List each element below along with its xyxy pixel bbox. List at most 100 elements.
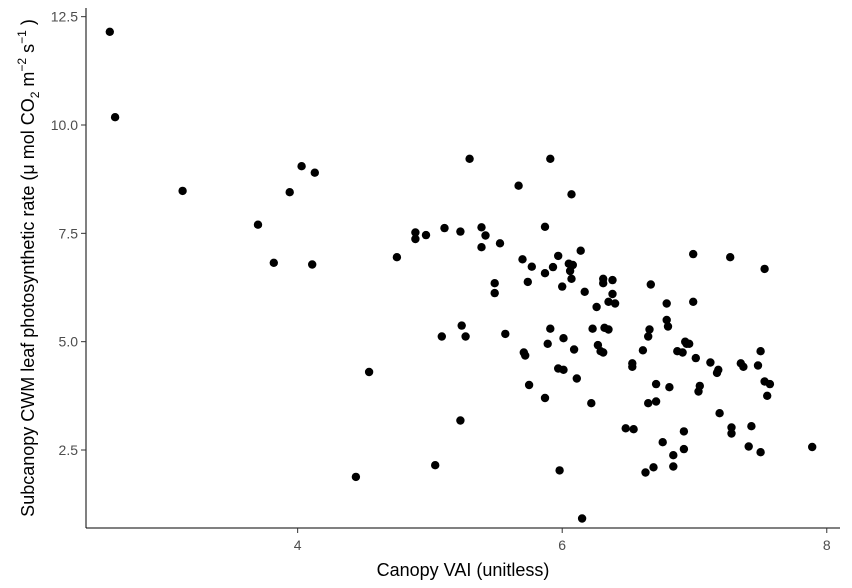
data-point-76: [628, 362, 637, 371]
data-point-78: [638, 346, 648, 355]
data-point-66: [599, 279, 608, 288]
data-point-90: [663, 322, 673, 331]
data-point-108: [714, 365, 723, 374]
data-point-53: [567, 274, 576, 283]
data-point-60: [587, 399, 596, 408]
data-point-37: [540, 269, 550, 278]
y-tick-label: 12.5: [51, 9, 78, 25]
y-axis-title-m: m: [18, 72, 38, 92]
data-point-17: [440, 223, 449, 233]
data-point-33: [521, 351, 530, 360]
data-point-29: [501, 329, 510, 339]
data-point-39: [540, 393, 550, 403]
data-point-1: [110, 113, 120, 122]
data-point-5: [285, 188, 294, 197]
data-point-26: [490, 279, 499, 288]
data-point-101: [689, 249, 698, 259]
data-point-61: [588, 324, 597, 333]
data-point-47: [558, 282, 567, 291]
data-point-85: [651, 379, 661, 389]
axes: [85, 8, 840, 529]
data-point-31: [518, 255, 527, 264]
data-point-58: [577, 514, 587, 523]
data-point-86: [651, 397, 661, 406]
data-point-59: [580, 287, 589, 296]
data-point-6: [297, 162, 306, 171]
data-point-40: [543, 339, 552, 348]
data-point-81: [644, 332, 653, 341]
data-point-52: [567, 190, 576, 199]
data-point-70: [604, 325, 613, 334]
data-point-34: [523, 277, 532, 287]
data-point-48: [559, 365, 568, 374]
data-point-24: [477, 243, 486, 252]
data-point-71: [608, 275, 617, 285]
data-point-56: [572, 374, 581, 383]
data-point-38: [540, 222, 550, 231]
data-point-112: [727, 429, 736, 438]
points-layer: [105, 27, 817, 523]
data-point-87: [658, 438, 667, 447]
y-axis-title: Subcanopy CWM leaf photosynthetic rate (…: [15, 19, 42, 517]
y-tick-label: 10.0: [51, 117, 78, 133]
data-point-91: [665, 383, 674, 392]
data-point-73: [610, 299, 620, 308]
data-point-109: [715, 409, 724, 418]
y-axis-title-subscript: 2: [28, 91, 42, 98]
data-point-13: [411, 234, 420, 244]
data-point-114: [739, 362, 748, 371]
data-point-21: [456, 416, 465, 425]
data-point-103: [691, 353, 700, 363]
data-point-30: [514, 181, 523, 190]
data-point-15: [431, 461, 440, 470]
data-point-42: [546, 324, 555, 333]
data-point-77: [629, 425, 638, 434]
data-point-92: [669, 451, 678, 460]
x-tick-label: 8: [823, 537, 831, 553]
data-point-16: [437, 332, 446, 341]
data-point-25: [481, 231, 490, 240]
data-point-106: [706, 358, 715, 367]
data-point-22: [465, 154, 474, 163]
data-point-97: [679, 427, 689, 436]
y-tick-label: 5.0: [59, 334, 79, 350]
data-point-46: [555, 466, 564, 475]
data-point-105: [695, 381, 704, 391]
y-axis-title-s: s: [18, 44, 38, 58]
data-point-9: [351, 472, 361, 482]
y-axis-title-sup-m: −2: [15, 58, 29, 72]
data-point-12: [411, 228, 420, 237]
data-point-62: [592, 302, 601, 312]
data-point-118: [756, 347, 765, 356]
data-point-69: [604, 297, 613, 306]
x-axis-title: Canopy VAI (unitless): [377, 560, 550, 580]
data-point-41: [546, 154, 555, 163]
data-point-116: [747, 422, 756, 431]
data-point-82: [645, 325, 654, 334]
data-point-67: [599, 348, 608, 357]
data-point-35: [524, 380, 534, 390]
data-point-55: [569, 345, 579, 354]
x-tick-label: 6: [558, 537, 566, 553]
y-tick-label: 2.5: [59, 442, 79, 458]
data-point-19: [457, 321, 466, 330]
y-axis-title-mol: mol CO: [18, 98, 38, 164]
data-point-72: [608, 289, 617, 299]
data-point-18: [456, 227, 465, 236]
data-point-119: [756, 448, 765, 457]
data-point-74: [621, 424, 630, 433]
data-point-8: [310, 168, 319, 177]
data-point-0: [105, 27, 115, 36]
y-axis-title-suffix: ): [18, 19, 38, 30]
y-axis-title-prefix: Subcanopy CWM leaf photosynthetic rate (: [18, 175, 38, 517]
data-point-122: [763, 391, 772, 400]
data-point-123: [765, 379, 775, 389]
data-point-14: [421, 230, 431, 240]
data-point-102: [689, 297, 698, 306]
data-point-120: [760, 264, 769, 274]
data-point-3: [253, 220, 263, 229]
data-point-43: [548, 262, 558, 272]
data-point-96: [679, 444, 689, 454]
data-point-7: [308, 260, 317, 269]
data-point-49: [559, 334, 568, 343]
